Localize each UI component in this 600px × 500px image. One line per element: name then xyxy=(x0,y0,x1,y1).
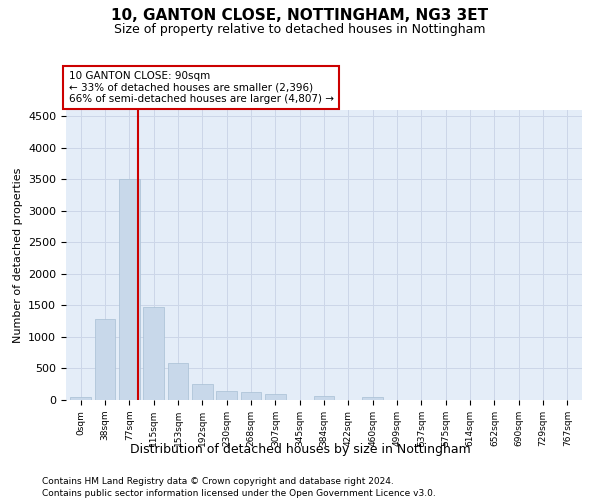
Bar xyxy=(314,396,334,400)
Text: 10, GANTON CLOSE, NOTTINGHAM, NG3 3ET: 10, GANTON CLOSE, NOTTINGHAM, NG3 3ET xyxy=(112,8,488,22)
Bar xyxy=(265,394,286,400)
Bar xyxy=(70,397,91,400)
Bar xyxy=(241,392,262,400)
Bar xyxy=(119,180,140,400)
Y-axis label: Number of detached properties: Number of detached properties xyxy=(13,168,23,342)
Text: Size of property relative to detached houses in Nottingham: Size of property relative to detached ho… xyxy=(114,22,486,36)
Text: Contains public sector information licensed under the Open Government Licence v3: Contains public sector information licen… xyxy=(42,489,436,498)
Bar xyxy=(192,384,212,400)
Text: 10 GANTON CLOSE: 90sqm
← 33% of detached houses are smaller (2,396)
66% of semi-: 10 GANTON CLOSE: 90sqm ← 33% of detached… xyxy=(68,71,334,104)
Bar xyxy=(167,364,188,400)
Text: Contains HM Land Registry data © Crown copyright and database right 2024.: Contains HM Land Registry data © Crown c… xyxy=(42,478,394,486)
Bar xyxy=(216,390,237,400)
Bar xyxy=(362,397,383,400)
Bar xyxy=(95,320,115,400)
Text: Distribution of detached houses by size in Nottingham: Distribution of detached houses by size … xyxy=(130,442,470,456)
Bar xyxy=(143,306,164,400)
